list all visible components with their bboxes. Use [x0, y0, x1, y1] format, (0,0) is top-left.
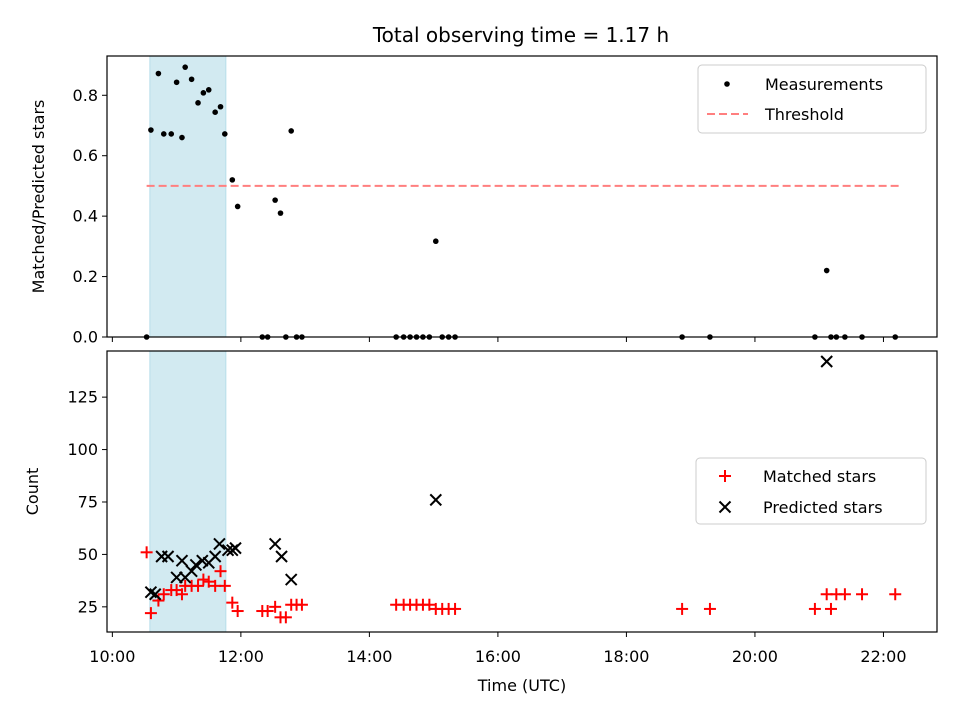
top-panel: 0.00.20.40.60.8 Matched/Predicted stars …	[29, 55, 938, 347]
measurement-point	[272, 197, 278, 203]
measurement-point	[277, 210, 284, 216]
top-marks	[143, 64, 900, 340]
bottom-xtick-label: 10:00	[89, 647, 135, 666]
predicted-star-point-b	[148, 588, 162, 601]
bottom-ytick-label: 75	[78, 492, 98, 511]
legend-threshold-label: Threshold	[764, 105, 844, 124]
measurement-point	[823, 267, 830, 274]
top-ylabel: Matched/Predicted stars	[29, 100, 48, 294]
bottom-ytick-label: 125	[67, 388, 98, 407]
bottom-frame	[106, 350, 938, 633]
measurement-point	[168, 131, 175, 137]
predicted-star-point-b	[268, 537, 282, 551]
predicted-star-point-b	[196, 554, 209, 567]
top-frame	[106, 55, 938, 338]
measurement-point	[200, 90, 207, 96]
predicted-star-point-b	[718, 500, 732, 514]
bottom-xtick-label: 18:00	[603, 647, 649, 666]
bottom-marks	[140, 355, 902, 624]
legend-measurements-label: Measurements	[765, 75, 883, 94]
measurement-point	[205, 87, 212, 93]
top-legend: Measurements Threshold	[697, 64, 927, 134]
measurement-point	[432, 238, 439, 245]
measurement-point	[222, 131, 228, 137]
chart-title: Total observing time = 1.17 h	[372, 23, 669, 47]
measurement-point	[188, 76, 195, 83]
bottom-ticks: 25 50 75 100 125 10:00 12:00 14:00 16:00 18:00 20:…	[67, 388, 906, 666]
bottom-xlabel: Time (UTC)	[477, 676, 566, 695]
predicted-star-point-b	[208, 550, 222, 563]
bottom-xtick-label: 14:00	[346, 647, 392, 666]
bottom-ytick-label: 100	[67, 440, 98, 459]
bottom-xtick-label: 12:00	[218, 647, 264, 666]
top-ytick-label: 0.0	[73, 328, 98, 347]
measurement-point	[288, 128, 295, 134]
bottom-xtick-label: 20:00	[732, 647, 778, 666]
bottom-ytick-label: 25	[78, 597, 98, 616]
bottom-ytick-label: 50	[78, 545, 98, 564]
predicted-star-point-b	[144, 585, 158, 599]
legend-predicted-label: Predicted stars	[763, 498, 883, 517]
measurement-point	[212, 109, 218, 115]
measurement-point	[148, 127, 154, 133]
predicted-star-point-b	[161, 550, 175, 563]
measurement-point	[155, 70, 162, 77]
predicted-star-point-b	[275, 550, 288, 563]
bottom-xtick-label: 16:00	[475, 647, 521, 666]
predicted-star-point-b	[229, 541, 242, 555]
measurement-point	[195, 100, 201, 106]
bottom-legend: Matched stars Predicted stars	[695, 457, 927, 525]
top-ytick-label: 0.2	[73, 267, 98, 286]
predicted-star-point-b	[185, 564, 198, 578]
predicted-star-point-b	[820, 355, 833, 368]
top-ytick-label: 0.8	[73, 86, 98, 105]
top-span	[149, 55, 227, 338]
bottom-legend-box	[695, 457, 927, 525]
measurement-point	[217, 103, 224, 110]
measurement-point	[179, 134, 185, 141]
legend-matched-label: Matched stars	[763, 467, 876, 486]
measurement-point	[234, 203, 241, 210]
measurement-point	[229, 177, 236, 183]
measurement-point	[160, 131, 167, 137]
predicted-star-point-b	[429, 493, 442, 507]
bottom-xtick-label: 22:00	[860, 647, 906, 666]
legend-measurements-marker	[724, 81, 730, 87]
top-legend-box	[697, 64, 927, 134]
measurement-point	[182, 64, 188, 70]
top-ytick-label: 0.6	[73, 146, 98, 165]
predicted-star-point-b	[284, 573, 298, 586]
predicted-star-point-b	[213, 537, 226, 551]
predicted-star-point-b	[175, 554, 189, 567]
bottom-ylabel: Count	[23, 468, 42, 516]
top-ytick-label: 0.4	[73, 207, 98, 226]
measurement-point	[173, 79, 180, 86]
bottom-panel: 25 50 75 100 125 10:00 12:00 14:00 16:00 18:00 20:…	[23, 350, 938, 695]
predicted-star-point-b	[221, 544, 235, 557]
top-ticks: 0.0 0.2 0.4 0.6 0.8	[73, 86, 884, 347]
predicted-star-point-b	[189, 558, 203, 572]
